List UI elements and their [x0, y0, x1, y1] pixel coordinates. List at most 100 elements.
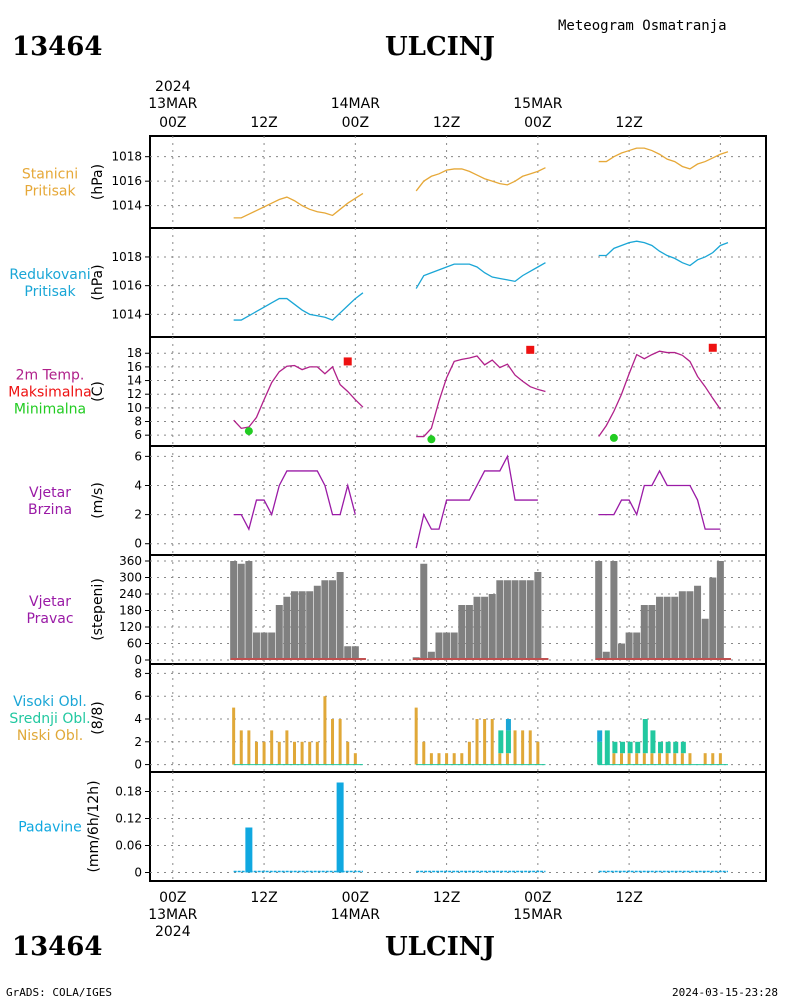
y-tick-label: 16: [127, 360, 142, 374]
y-tick-label: 6: [134, 689, 142, 703]
cloud-mid-bar: [642, 719, 648, 754]
series-label: Brzina: [28, 502, 72, 518]
cloud-low-bar: [718, 753, 722, 765]
hour-label: 12Z: [250, 890, 277, 906]
cloud-low-bar: [498, 753, 502, 765]
cloud-low-bar: [429, 753, 433, 765]
hour-label: 12Z: [615, 115, 642, 131]
direction-bar: [283, 596, 291, 660]
direction-bar: [237, 563, 245, 660]
cloud-low-bar: [254, 741, 258, 765]
cloud-low-bar: [422, 741, 426, 765]
cloud-low-bar: [521, 730, 525, 765]
cloud-low-bar: [247, 730, 251, 765]
y-tick-label: 1016: [111, 174, 142, 188]
precip-bar: [336, 782, 344, 873]
cloud-low-bar: [277, 741, 281, 765]
station-id-bottom: 13464: [12, 932, 102, 962]
cloud-low-bar: [475, 719, 479, 765]
series-line: [233, 192, 364, 219]
hour-label: 12Z: [250, 115, 277, 131]
cloud-low-bar: [315, 741, 319, 765]
series-line: [233, 470, 356, 531]
cloud-low-bar: [460, 753, 464, 765]
direction-bar: [427, 651, 435, 660]
y-tick-label: 0: [134, 866, 142, 880]
cloud-low-bar: [452, 753, 456, 765]
direction-bar: [298, 591, 306, 660]
date-label: 15MAR: [513, 96, 562, 112]
year-label: 2024: [155, 924, 191, 940]
cloud-mid-bar: [597, 741, 603, 765]
series-line: [415, 167, 546, 192]
cloud-low-bar: [703, 753, 707, 765]
time-label-top: 15MAR 00Z: [513, 96, 562, 131]
cloud-low-bar: [323, 696, 327, 765]
cloud-mid-bar: [612, 741, 618, 754]
direction-bar: [656, 596, 664, 660]
direction-bar: [595, 561, 603, 660]
time-label-top: 14MAR 00Z: [331, 96, 380, 131]
cloud-high-bar: [597, 730, 603, 742]
y-tick-label: 1014: [111, 307, 142, 321]
cloud-mid-bar: [620, 741, 626, 754]
y-tick-label: 6: [134, 449, 142, 463]
date-label: 13MAR: [148, 96, 197, 112]
direction-bar: [329, 580, 337, 660]
year-label: 2024: [155, 79, 191, 95]
cloud-low-bar: [292, 741, 296, 765]
direction-bar: [511, 580, 519, 660]
direction-bar: [526, 580, 534, 660]
cloud-low-bar: [346, 741, 350, 765]
series-line: [415, 454, 538, 549]
cloud-low-bar: [505, 753, 509, 765]
y-axis-label: (m/s): [90, 482, 106, 519]
direction-bar: [496, 580, 504, 660]
direction-bar: [245, 561, 253, 660]
y-tick-label: 8: [134, 666, 142, 680]
y-tick-label: 1018: [111, 150, 142, 164]
series-label: Pravac: [26, 611, 73, 627]
direction-bar: [618, 643, 626, 660]
hour-label: 00Z: [524, 890, 551, 906]
y-tick-label: 1014: [111, 199, 142, 213]
cloud-low-bar: [232, 707, 236, 765]
series-label: Srednji Obl.: [9, 711, 90, 727]
hour-label: 00Z: [342, 115, 369, 131]
cloud-low-bar: [650, 753, 654, 765]
series-label: Minimalna: [14, 402, 86, 418]
y-tick-label: 12: [127, 387, 142, 401]
series-line: [598, 350, 721, 437]
y-tick-label: 2: [134, 735, 142, 749]
cloud-mid-bar: [673, 741, 679, 754]
hour-label: 00Z: [342, 890, 369, 906]
time-label-bottom: 12Z: [250, 890, 277, 906]
cloud-low-bar: [331, 719, 335, 765]
direction-bar: [503, 580, 511, 660]
series-label: Pritisak: [24, 284, 76, 300]
time-label-top: 12Z: [433, 115, 460, 131]
direction-bar: [268, 632, 276, 660]
cloud-mid-bar: [665, 741, 671, 754]
cloud-low-bar: [620, 753, 624, 765]
y-tick-label: 0: [134, 537, 142, 551]
direction-bar: [686, 591, 694, 660]
station-id-top: 13464: [12, 32, 102, 62]
y-axis-label: (hPa): [90, 264, 106, 300]
series-label: Niski Obl.: [17, 728, 83, 744]
date-label: 14MAR: [331, 96, 380, 112]
panel-frame: [149, 227, 767, 338]
date-label: 14MAR: [331, 907, 380, 923]
time-label-bottom: 12Z: [615, 890, 642, 906]
cloud-low-bar: [635, 753, 639, 765]
direction-bar: [716, 561, 724, 660]
direction-bar: [625, 632, 633, 660]
series-line: [598, 469, 721, 530]
y-tick-label: 1016: [111, 279, 142, 293]
y-axis-label: (C): [90, 381, 106, 402]
